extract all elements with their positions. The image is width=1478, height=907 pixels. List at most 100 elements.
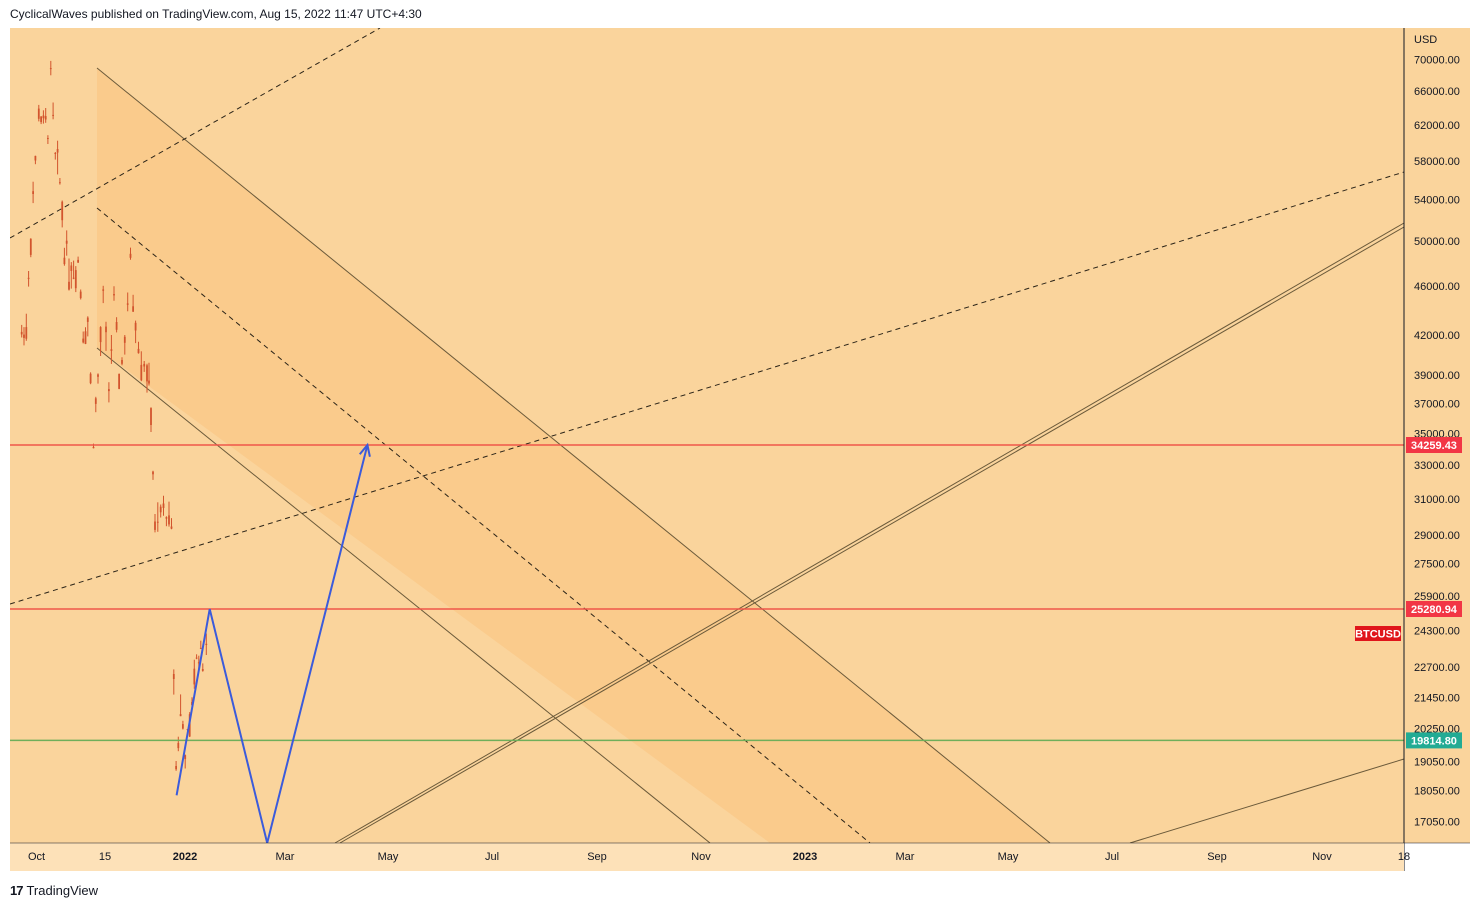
candle-body <box>162 503 165 508</box>
price-tick-label: 54000.00 <box>1414 195 1460 207</box>
candle-body <box>97 374 99 377</box>
candle-body <box>25 327 28 339</box>
candle-body <box>82 338 85 343</box>
candle-body <box>129 253 132 258</box>
time-tick-label: Nov <box>1312 851 1332 863</box>
time-axis-ticks: Oct 15 2022 Mar May Jul Sep Nov 2023 Mar May Jul Sep… <box>28 851 1410 863</box>
chart-area[interactable]: USD 70000.00 66000.00 62000.00 58000.00 5400… <box>10 28 1470 871</box>
candle-body <box>140 364 143 381</box>
channel-lower-line <box>96 347 711 844</box>
candle-body <box>23 334 25 338</box>
symbol-tag <box>1355 626 1401 641</box>
time-tick-label: Oct <box>28 851 45 863</box>
candle-body <box>44 116 47 120</box>
candle-body <box>150 408 152 425</box>
chart-svg[interactable]: USD 70000.00 66000.00 62000.00 58000.00 5400… <box>10 28 1470 871</box>
candle-body <box>94 398 97 404</box>
candle-body <box>84 331 87 344</box>
currency-label: USD <box>1414 34 1437 46</box>
candle-body <box>118 374 120 389</box>
price-tick-label: 25900.00 <box>1414 591 1460 603</box>
price-tick-label: 66000.00 <box>1414 86 1460 98</box>
time-tick-label: Sep <box>1207 851 1227 863</box>
lower-solid-line <box>1129 758 1405 844</box>
symbol-tag-label: BTCUSD <box>1355 629 1401 641</box>
price-tick-label: 33000.00 <box>1414 460 1460 472</box>
candle-body <box>37 108 40 119</box>
candle-body <box>61 201 64 221</box>
candle-body <box>56 149 59 153</box>
price-tick-label: 50000.00 <box>1414 236 1460 248</box>
price-tag-support <box>1406 732 1462 749</box>
price-tick-label: 42000.00 <box>1414 330 1460 342</box>
candle-body <box>195 657 198 659</box>
candle-body <box>193 668 196 685</box>
time-tick-label: Sep <box>587 851 607 863</box>
candle-body <box>20 331 23 335</box>
price-tick-label: 62000.00 <box>1414 120 1460 132</box>
time-tick-label: 15 <box>99 851 111 863</box>
price-tag-label: 19814.80 <box>1411 735 1457 747</box>
candle-body <box>29 238 32 255</box>
price-tag-resistance <box>1406 437 1462 453</box>
price-tick-label: 39000.00 <box>1414 370 1460 382</box>
price-tick-label: 37000.00 <box>1414 399 1460 411</box>
candle-body <box>152 471 154 475</box>
candle-body <box>123 336 126 343</box>
price-tick-label: 29000.00 <box>1414 530 1460 542</box>
candle-body <box>113 294 115 296</box>
price-tick-label: 46000.00 <box>1414 281 1460 293</box>
candle-body <box>65 240 68 244</box>
candle-body <box>77 259 79 263</box>
price-axis-panel <box>1404 28 1470 843</box>
candle-body <box>68 281 70 290</box>
time-tick-label: 2022 <box>173 851 197 863</box>
candle-body <box>159 506 162 513</box>
candle-body <box>168 515 170 525</box>
price-tick-label: 18050.00 <box>1414 786 1460 798</box>
publish-header: CyclicalWaves published on TradingView.c… <box>10 7 422 21</box>
projection-path <box>175 442 371 844</box>
candle-body <box>137 348 140 354</box>
candle-body <box>148 380 150 384</box>
price-tick-label: 24300.00 <box>1414 625 1460 637</box>
candle-body <box>72 277 75 279</box>
time-tick-label: May <box>998 851 1019 863</box>
time-tick-label: Jul <box>1105 851 1119 863</box>
candle-body <box>92 446 95 449</box>
tradingview-footer[interactable]: 17 TradingView <box>10 880 98 900</box>
candle-body <box>143 363 146 367</box>
price-tag-resistance <box>1406 601 1462 617</box>
candle-body <box>102 289 105 291</box>
candle-body <box>197 662 200 664</box>
candle-body <box>172 674 175 679</box>
candle-body <box>63 257 66 265</box>
price-tag-label: 34259.43 <box>1411 440 1457 452</box>
tradingview-brand: TradingView <box>26 882 99 898</box>
candle-body <box>134 322 137 331</box>
price-tick-label: 21450.00 <box>1414 693 1460 705</box>
candle-body <box>115 322 118 330</box>
channel-upper-line <box>96 67 1051 844</box>
projection-line <box>175 444 369 844</box>
candle-body <box>156 521 159 523</box>
candle-body <box>201 669 204 671</box>
time-tick-label: Mar <box>276 851 295 863</box>
candle-body <box>165 517 168 519</box>
candle-body <box>70 265 73 271</box>
candle-body <box>175 766 177 770</box>
time-axis-panel <box>10 843 1404 871</box>
price-tick-label: 31000.00 <box>1414 494 1460 506</box>
candle-body <box>108 389 110 392</box>
channel-mid-dashed-line <box>96 207 871 844</box>
candle-body <box>59 182 61 184</box>
time-tick-label: Jul <box>485 851 499 863</box>
candle-body <box>74 270 77 289</box>
time-tick-label: May <box>378 851 399 863</box>
time-tick-label: Mar <box>896 851 915 863</box>
tradingview-logo-icon: 17 <box>10 882 24 898</box>
time-tick-label: 2023 <box>793 851 817 863</box>
candle-body <box>184 755 187 760</box>
candle-body <box>99 327 102 343</box>
price-tick-label: 22700.00 <box>1414 662 1460 674</box>
